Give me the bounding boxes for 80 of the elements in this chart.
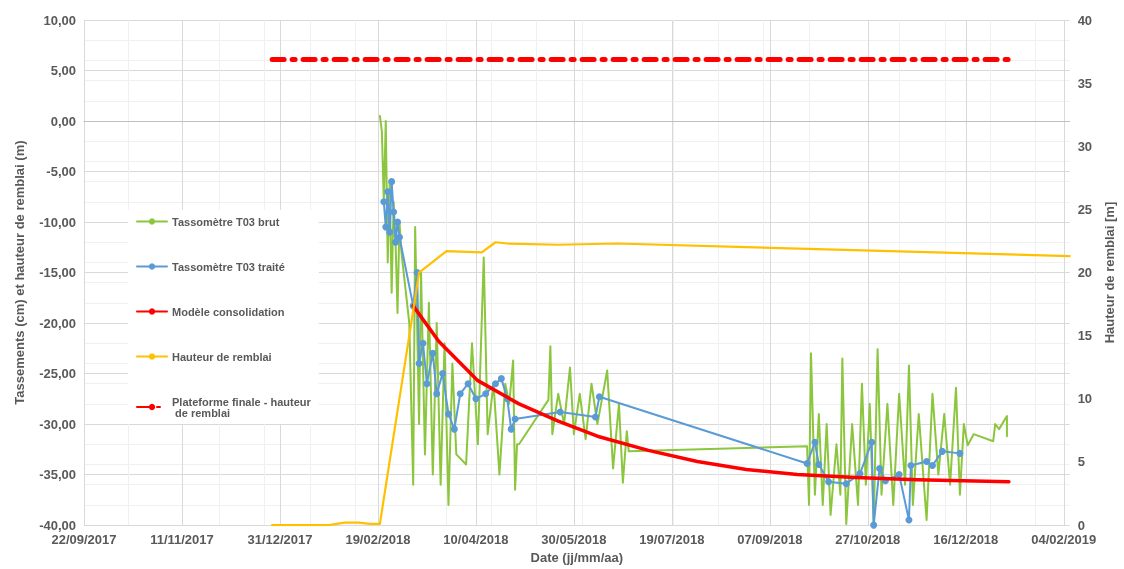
point: [392, 238, 400, 246]
y2-tick-label: 5: [1077, 454, 1085, 470]
y-tick-label: -35,00: [39, 467, 76, 483]
point: [907, 462, 915, 469]
point: [384, 188, 392, 196]
x-tick-label: 27/10/2018: [835, 532, 901, 548]
point: [382, 223, 390, 231]
point: [928, 462, 936, 469]
x-axis-title: Date (jj/mm/aa): [530, 550, 624, 565]
legend-label: Tassomètre T03 brut: [172, 215, 280, 228]
x-tick-label: 04/02/2019: [1031, 532, 1097, 548]
point: [386, 228, 394, 236]
legend-label: Modèle consolidation: [172, 305, 285, 318]
point: [591, 413, 599, 421]
y-tick-label: -30,00: [39, 416, 76, 432]
y2-tick-label: 10: [1077, 391, 1093, 407]
legend-label: Tassomètre T03 traité: [172, 260, 285, 273]
point: [390, 208, 398, 216]
point: [803, 459, 811, 467]
y-tick-label: -10,00: [39, 214, 76, 230]
point: [811, 438, 819, 446]
x-tick-label: 07/09/2018: [737, 532, 803, 548]
point: [419, 339, 427, 347]
y-tick-label: 5,00: [50, 63, 76, 79]
x-tick-label: 22/09/2017: [51, 532, 117, 548]
point: [464, 380, 472, 388]
y-tick-label: 10,00: [43, 12, 76, 28]
y2-axis-title: Hauteur de remblai [m]: [1102, 201, 1117, 344]
y-tick-label: -40,00: [39, 517, 76, 533]
x-tick-label: 30/05/2018: [541, 532, 607, 548]
y2-tick-label: 30: [1077, 138, 1093, 154]
y-tick-label: -5,00: [46, 164, 76, 180]
point: [507, 425, 515, 433]
y-tick-label: -20,00: [39, 315, 76, 331]
point: [395, 233, 403, 241]
line-series: [411, 304, 1011, 484]
point: [825, 478, 833, 486]
y-tick-label: -25,00: [39, 366, 76, 382]
point: [595, 393, 603, 401]
point: [472, 395, 480, 403]
point: [444, 410, 452, 418]
x-tick-label: 16/12/2018: [933, 532, 999, 548]
y2-tick-label: 40: [1077, 12, 1093, 28]
point: [380, 198, 388, 206]
point: [433, 390, 441, 398]
point: [423, 380, 431, 388]
point: [429, 349, 437, 357]
point: [456, 390, 464, 398]
x-tick-label: 19/02/2018: [345, 532, 411, 548]
y2-tick-label: 25: [1077, 201, 1093, 217]
point: [556, 408, 564, 416]
x-tick-label: 31/12/2017: [247, 532, 313, 548]
point: [394, 218, 402, 226]
point: [923, 457, 931, 465]
legend-label: Plateforme finale - hauteur de remblai: [172, 395, 312, 419]
point: [876, 465, 884, 473]
point: [450, 425, 458, 433]
legend-label: Hauteur de remblai: [172, 350, 272, 363]
y2-tick-label: 20: [1077, 265, 1093, 281]
point: [870, 521, 878, 529]
y-axis-title: Tassements (cm) et hauteur de remblai (m): [12, 140, 27, 405]
point: [956, 449, 964, 457]
y2-tick-label: 0: [1077, 517, 1085, 533]
y2-tick-label: 35: [1077, 75, 1093, 91]
y-tick-label: 0,00: [50, 113, 76, 129]
x-tick-label: 11/11/2017: [150, 532, 214, 548]
y-tick-label: -15,00: [39, 265, 76, 281]
point: [439, 370, 447, 378]
y2-tick-label: 15: [1077, 328, 1093, 344]
point: [497, 375, 505, 383]
point: [482, 390, 490, 398]
point: [938, 447, 946, 455]
x-tick-label: 19/07/2018: [639, 532, 705, 548]
point: [815, 460, 823, 468]
point: [868, 438, 876, 446]
point: [415, 359, 423, 367]
x-tick-label: 10/04/2018: [443, 532, 509, 548]
point: [388, 178, 396, 186]
point: [492, 380, 499, 388]
point: [842, 480, 850, 488]
